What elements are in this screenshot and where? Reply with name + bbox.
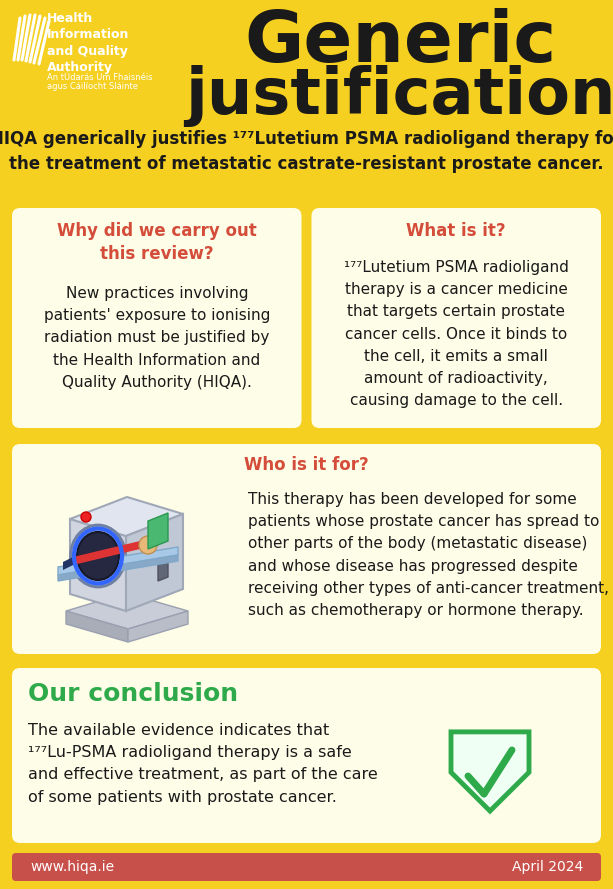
Text: New practices involving
patients' exposure to ionising
radiation must be justifi: New practices involving patients' exposu… xyxy=(44,286,270,389)
Text: Who is it for?: Who is it for? xyxy=(244,456,369,474)
Text: HIQA generically justifies ¹⁷⁷Lutetium PSMA radioligand therapy for
the treatmen: HIQA generically justifies ¹⁷⁷Lutetium P… xyxy=(0,130,613,173)
Text: ¹⁷⁷Lutetium PSMA radioligand
therapy is a cancer medicine
that targets certain p: ¹⁷⁷Lutetium PSMA radioligand therapy is … xyxy=(344,260,569,408)
FancyBboxPatch shape xyxy=(12,444,601,654)
Polygon shape xyxy=(58,547,178,575)
FancyBboxPatch shape xyxy=(12,853,601,881)
Text: Health
Information
and Quality
Authority: Health Information and Quality Authority xyxy=(47,12,129,75)
Ellipse shape xyxy=(70,525,126,587)
Text: April 2024: April 2024 xyxy=(512,860,583,874)
Text: Generic: Generic xyxy=(244,8,556,77)
Text: This therapy has been developed for some
patients whose prostate cancer has spre: This therapy has been developed for some… xyxy=(248,492,609,618)
Polygon shape xyxy=(70,497,183,536)
Polygon shape xyxy=(126,514,183,611)
Polygon shape xyxy=(66,611,128,642)
FancyBboxPatch shape xyxy=(12,208,302,428)
Circle shape xyxy=(139,536,157,554)
FancyBboxPatch shape xyxy=(311,208,601,428)
Polygon shape xyxy=(70,519,126,611)
Polygon shape xyxy=(128,611,188,642)
Polygon shape xyxy=(451,732,529,811)
Polygon shape xyxy=(73,541,140,565)
FancyBboxPatch shape xyxy=(12,668,601,843)
Text: www.hiqa.ie: www.hiqa.ie xyxy=(30,860,114,874)
Text: agus Cáilíocht Sláinte: agus Cáilíocht Sláinte xyxy=(47,82,138,91)
Text: What is it?: What is it? xyxy=(406,222,506,240)
Text: The available evidence indicates that
¹⁷⁷Lu-PSMA radioligand therapy is a safe
a: The available evidence indicates that ¹⁷… xyxy=(28,723,378,805)
Polygon shape xyxy=(158,555,168,581)
Polygon shape xyxy=(148,513,168,549)
Text: Our conclusion: Our conclusion xyxy=(28,682,238,706)
Ellipse shape xyxy=(77,532,119,580)
Circle shape xyxy=(81,512,91,522)
Text: Why did we carry out
this review?: Why did we carry out this review? xyxy=(57,222,257,263)
Text: An tÚdarás Um Fhaisnéis: An tÚdarás Um Fhaisnéis xyxy=(47,73,153,82)
Polygon shape xyxy=(63,557,73,570)
Polygon shape xyxy=(58,555,178,581)
Text: justification: justification xyxy=(185,65,613,127)
Polygon shape xyxy=(66,593,188,629)
